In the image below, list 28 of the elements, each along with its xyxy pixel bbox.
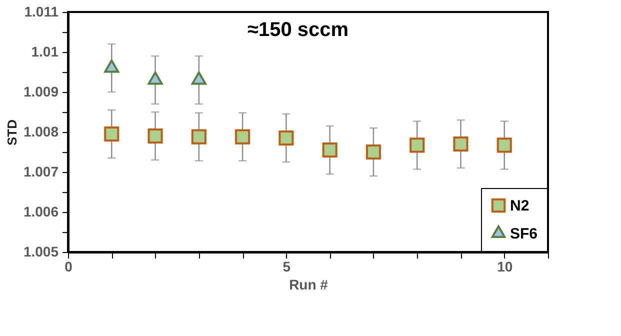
point [148,128,163,144]
y-tick-label: 1.011 [24,4,59,20]
legend-label: SF6 [510,226,538,242]
point [496,138,512,153]
y-axis-title: STD [4,120,20,146]
point [148,71,163,85]
y-tick-label: 1.01 [31,44,59,60]
point [191,71,206,85]
point [322,142,338,158]
point [278,130,294,146]
y-tick-label: 1.006 [23,204,59,220]
x-axis-title: Run # [289,276,328,292]
x-tick-label: 5 [282,258,291,274]
y-tick-label: 1.009 [23,84,59,100]
point [235,129,250,144]
point [410,138,425,153]
x-tick-label: 0 [64,258,73,274]
y-tick-label: 1.007 [23,164,59,180]
y-tick-label: 1.008 [23,124,59,140]
point [104,126,120,142]
y-tick-label: 1.005 [23,244,59,260]
point [366,144,381,160]
legend-label: N2 [510,198,530,214]
x-tick-label: 10 [497,258,513,274]
annotation: ≈150 sccm [247,19,349,41]
point [453,136,468,152]
point [104,59,120,73]
point [191,129,206,144]
